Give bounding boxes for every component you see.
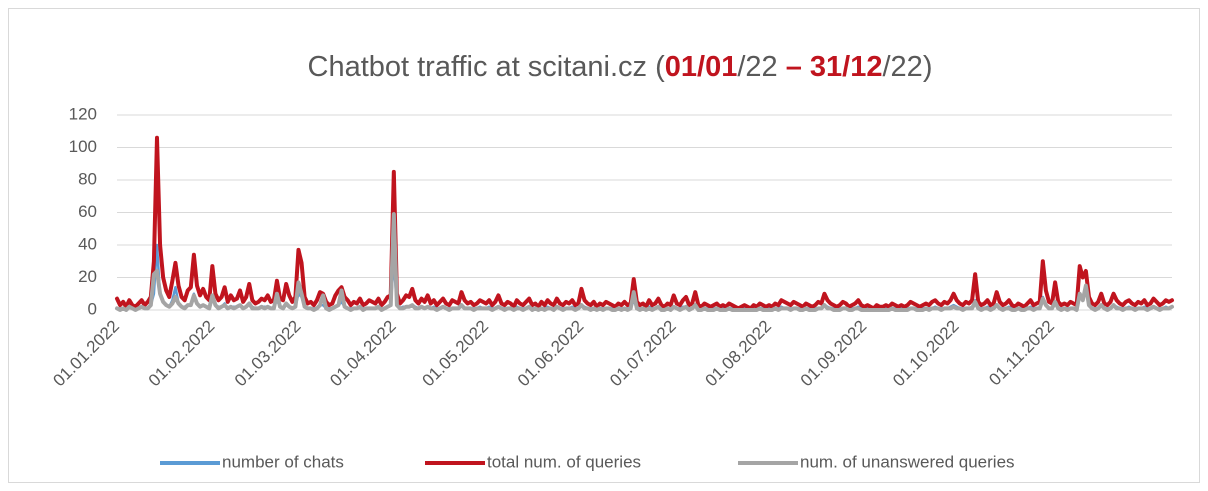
series-line	[115, 212, 1174, 312]
title-part: /22	[737, 51, 785, 83]
title-part: – 31/12	[786, 51, 883, 83]
chart-title: Chatbot traffic at scitani.cz (01/01/22 …	[308, 51, 933, 83]
legend-label: total num. of queries	[487, 452, 641, 471]
y-tick-label: 0	[88, 299, 97, 318]
y-tick-label: 40	[78, 234, 97, 253]
y-tick-label: 60	[78, 202, 97, 221]
y-tick-label: 20	[78, 267, 97, 286]
title-part: 01/01	[665, 51, 738, 83]
series-line	[115, 135, 1174, 311]
title-part: Chatbot traffic at scitani.cz (	[308, 51, 666, 83]
title-part: /22)	[883, 51, 933, 83]
legend-label: num. of unanswered queries	[800, 452, 1015, 471]
y-tick-label: 120	[69, 104, 97, 123]
y-tick-label: 80	[78, 169, 97, 188]
y-tick-label: 100	[69, 137, 97, 156]
legend-label: number of chats	[222, 452, 344, 471]
